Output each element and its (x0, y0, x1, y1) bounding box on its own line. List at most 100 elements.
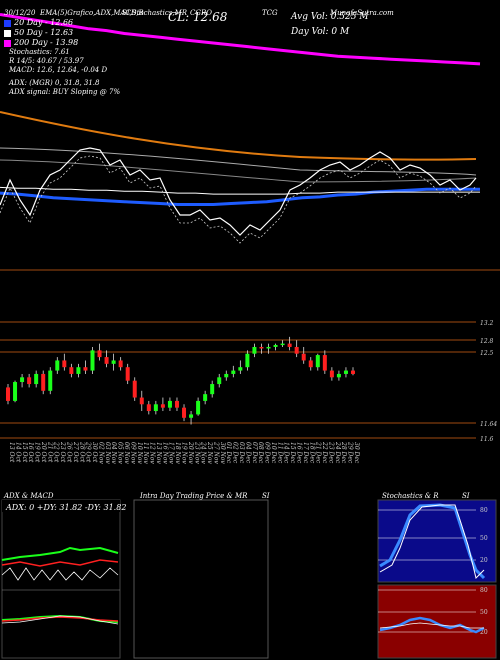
adx-plus-di-line (1, 546, 119, 561)
date-tick-label: 13 Oct (8, 442, 15, 463)
candle-body (273, 344, 278, 347)
date-tick-label: 10 Dec (270, 442, 277, 464)
candle-body (322, 355, 327, 371)
date-tick-label: 03 Dec (238, 442, 245, 464)
day-volume: Day Vol: 0 M (291, 27, 350, 37)
candle-body (189, 414, 194, 418)
date-tick-label: 30 Oct (91, 442, 98, 463)
date-tick-label: 16 Dec (296, 442, 303, 464)
candle-body (13, 382, 18, 401)
price-tick-label: 11.64 (480, 421, 497, 428)
date-tick-label: 27 Oct (72, 441, 79, 463)
macd-hist-line (1, 615, 119, 625)
date-tick-label: 15 Dec (289, 442, 296, 464)
date-tick-label: 24 Dec (334, 441, 341, 464)
date-tick-label: 20 Nov (187, 441, 194, 464)
date-tick-label: 17 Dec (302, 442, 309, 464)
price-tick-label: 11.6 (480, 436, 494, 443)
stoch-label: SI,Stochastics,MR (122, 9, 188, 17)
adx-minus-di-line (1, 559, 119, 567)
candle-body (41, 373, 46, 391)
candle-body (343, 370, 348, 374)
date-tick-label: 11 Dec (276, 442, 283, 464)
candle-body (104, 357, 109, 364)
rsi-tick-label: 20 (480, 629, 488, 636)
date-tick-label: 18 Dec (308, 442, 315, 464)
candle-body (125, 367, 130, 381)
date-tick-label: 16 Nov (161, 442, 168, 464)
ticker-label: CGRO (190, 9, 212, 17)
date-tick-label: 30 Dec (353, 442, 360, 464)
date-tick-label: 19 Oct (34, 442, 41, 463)
stoch-panel-title: Stochastics & R (382, 492, 439, 500)
date-tick-label: 03 Nov (104, 442, 111, 464)
legend-swatch-50day (4, 30, 11, 37)
stoch-panel-frame (377, 499, 497, 583)
close-price-label: CL: 12.68 (168, 10, 228, 24)
intraday-panel-title: Intra Day Trading Price & MR (140, 492, 248, 500)
price-line (0, 147, 477, 236)
date-tick-label: 09 Dec (264, 442, 271, 464)
date-tick-label: 23 Oct (59, 441, 66, 463)
date-tick-label: 14 Oct (14, 442, 21, 463)
date-label: 30/12/20 (4, 9, 36, 17)
adx-panel-header (2, 500, 120, 512)
rsi-tick-label: 50 (480, 609, 488, 616)
candle-body (160, 404, 165, 408)
stochastics-value: Stochastics: 7.61 (9, 48, 70, 56)
stoch-tick-label: 80 (480, 507, 488, 514)
candle-body (252, 346, 257, 354)
candle-body (153, 404, 158, 412)
stoch-tick-label: 50 (480, 535, 488, 542)
rsi-signal-line (379, 622, 484, 629)
date-tick-label: 25 Nov (206, 441, 213, 464)
candle-body (203, 394, 208, 401)
rsi-line (379, 616, 485, 634)
candle-body (217, 377, 222, 385)
macd-signal-line (1, 616, 119, 622)
date-tick-label: 19 Nov (181, 442, 188, 464)
legend-20day: 20 Day - 12.66 (14, 18, 74, 27)
candle-body (280, 343, 285, 346)
candle-body (245, 353, 250, 368)
candle-body (97, 350, 102, 358)
candle-body (182, 407, 187, 418)
site-label: MunafaSutra.com (330, 9, 394, 17)
date-tick-label: 13 Nov (155, 442, 162, 464)
date-tick-label: 02 Nov (97, 442, 104, 464)
date-tick-label: 07 Dec (251, 442, 258, 464)
candle-body (238, 367, 243, 371)
ma-envelope-lower (0, 159, 477, 183)
adx-signal: ADX signal: BUY Sloping @ 7% (9, 88, 121, 96)
stoch-panel-suffix: SI (462, 492, 470, 500)
date-tick-label: 15 Oct (21, 442, 28, 463)
adx-panel-frame (1, 499, 121, 659)
candle-body (266, 346, 271, 349)
tcg-label: TCG (262, 9, 278, 17)
date-tick-label: 06 Nov (123, 442, 130, 464)
date-tick-label: 05 Nov (117, 442, 124, 464)
candle-body (336, 373, 341, 378)
date-tick-label: 28 Oct (78, 441, 85, 463)
candle-body (83, 367, 88, 371)
candle-body (69, 367, 74, 374)
date-tick-label: 09 Nov (129, 442, 136, 464)
candle-body (139, 397, 144, 405)
date-tick-label: 12 Nov (149, 442, 156, 464)
candle-body (76, 367, 81, 374)
date-tick-label: 24 Nov (200, 441, 207, 464)
date-tick-label: 21 Oct (46, 441, 53, 463)
date-tick-label: 11 Nov (142, 442, 149, 464)
price-tick-label: 12.5 (480, 350, 494, 357)
candle-body (118, 360, 123, 368)
candle-body (132, 380, 137, 398)
ma-line-50day (0, 186, 480, 195)
adx-value: ADX: (MGR) 0, 31.8, 31.8 (9, 79, 100, 87)
date-tick-label: 29 Oct (85, 441, 92, 463)
candle-body (167, 400, 172, 408)
ma-line-20day (0, 187, 480, 206)
stoch-tick-label: 20 (480, 557, 488, 564)
rsi-value: R 14/5: 40.67 / 53.97 (9, 57, 84, 65)
